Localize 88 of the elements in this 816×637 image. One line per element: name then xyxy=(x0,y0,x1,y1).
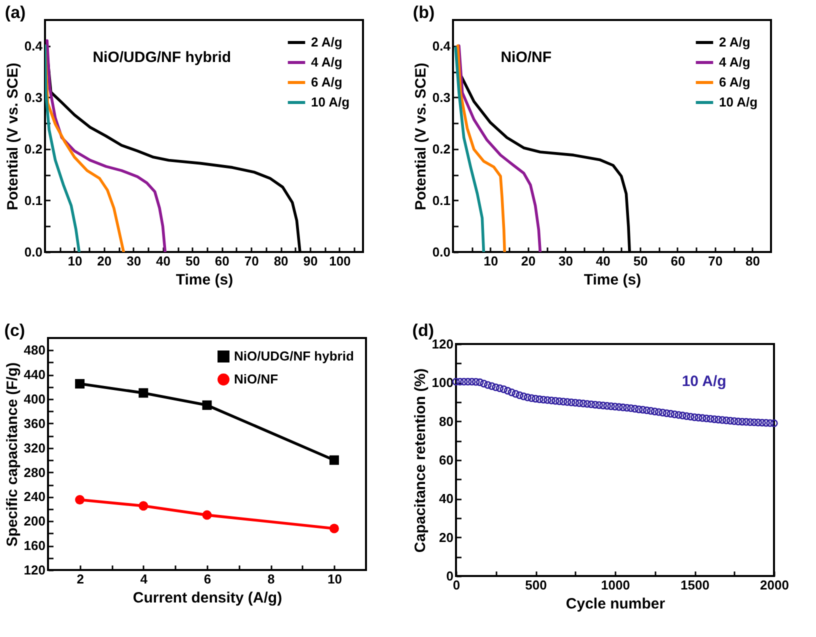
point xyxy=(75,379,85,389)
y-tick-label: 320 xyxy=(24,440,46,456)
x-tick-label: 10 xyxy=(484,254,498,268)
y-tick-label: 160 xyxy=(24,538,46,554)
point xyxy=(75,495,85,505)
legend-label: NiO/UDG/NF hybrid xyxy=(234,348,354,364)
x-tick-label: 1000 xyxy=(601,578,630,592)
y-tick-label: 0.2 xyxy=(24,141,42,156)
y-tick-label: 0.2 xyxy=(432,141,450,156)
y-tick-label: 360 xyxy=(24,416,46,431)
point xyxy=(202,510,212,520)
y-axis-title: Potential (V vs. SCE) xyxy=(412,62,430,210)
y-tick-label: 0.4 xyxy=(24,38,44,54)
x-tick-label: 4 xyxy=(140,572,148,586)
x-tick-label: 2 xyxy=(76,572,84,586)
x-tick-label: 50 xyxy=(185,254,200,268)
x-tick-label: 30 xyxy=(558,254,573,268)
x-axis-title: Cycle number xyxy=(566,596,666,612)
chart-title: (d) xyxy=(412,321,434,340)
y-tick-label: 0.3 xyxy=(432,90,450,105)
y-axis-title: Potential (V vs. SCE) xyxy=(4,62,22,210)
y-axis-title: Capacitance retention (%) xyxy=(412,368,429,553)
x-tick-label: 6 xyxy=(204,572,212,586)
point xyxy=(138,501,148,511)
chart-title: (b) xyxy=(412,3,435,22)
x-tick-label: 60 xyxy=(214,254,230,268)
y-tick-label: 0.4 xyxy=(432,38,452,54)
y-tick-label: 400 xyxy=(24,392,46,407)
y-tick-label: 440 xyxy=(24,367,46,382)
legend-label: 2 A/g xyxy=(719,34,750,50)
legend-label: 10 A/g xyxy=(311,94,350,110)
point xyxy=(138,388,148,398)
y-tick-label: 0.0 xyxy=(24,244,42,260)
y-tick-label: 240 xyxy=(24,489,46,504)
y-tick-label: 0.1 xyxy=(432,192,450,208)
y-tick-label: 280 xyxy=(24,464,46,480)
y-tick-label: 200 xyxy=(24,514,46,529)
y-tick-label: 0.0 xyxy=(432,244,450,260)
x-tick-label: 80 xyxy=(274,254,288,268)
x-tick-label: 90 xyxy=(303,254,318,268)
annotation: 10 A/g xyxy=(682,373,726,390)
annotation: NiO/NF xyxy=(500,49,552,66)
y-tick-label: 120 xyxy=(432,336,454,352)
legend-label: 4 A/g xyxy=(719,54,750,70)
y-tick-label: 100 xyxy=(432,375,454,390)
y-tick-label: 20 xyxy=(439,530,454,545)
y-tick-label: 60 xyxy=(439,452,454,468)
y-tick-label: 0.1 xyxy=(24,192,42,208)
legend-label: 6 A/g xyxy=(311,74,342,90)
chart-title: (a) xyxy=(4,3,26,22)
y-tick-label: 480 xyxy=(24,342,46,358)
annotation: NiO/UDG/NF hybrid xyxy=(92,49,232,66)
line-series xyxy=(454,46,486,252)
x-axis-title: Time (s) xyxy=(176,272,234,288)
x-tick-label: 1500 xyxy=(680,578,710,592)
x-tick-label: 2000 xyxy=(760,578,789,592)
x-tick-label: 8 xyxy=(267,572,275,586)
y-tick-label: 0.3 xyxy=(24,90,42,105)
point xyxy=(202,400,212,410)
x-tick-label: 500 xyxy=(525,578,547,592)
x-tick-label: 100 xyxy=(329,254,351,268)
chart-title: (c) xyxy=(4,321,26,340)
x-tick-label: 30 xyxy=(126,254,142,268)
legend-label: 4 A/g xyxy=(311,54,342,70)
x-tick-label: 40 xyxy=(596,254,610,268)
x-tick-label: 10 xyxy=(68,254,82,268)
point xyxy=(329,455,339,465)
line-series xyxy=(45,44,81,252)
x-tick-label: 20 xyxy=(97,254,112,268)
x-axis-title: Time (s) xyxy=(584,272,642,288)
x-tick-label: 70 xyxy=(244,254,259,268)
legend-label: 2 A/g xyxy=(311,34,342,50)
y-tick-label: 120 xyxy=(24,562,46,578)
x-tick-label: 40 xyxy=(156,254,171,268)
legend-label: 10 A/g xyxy=(719,94,758,110)
x-tick-label: 60 xyxy=(670,254,686,268)
y-tick-label: 80 xyxy=(439,414,454,429)
y-tick-label: 40 xyxy=(439,491,454,506)
x-tick-label: 50 xyxy=(633,254,648,268)
x-axis-title: Current density (A/g) xyxy=(132,590,282,606)
x-tick-label: 10 xyxy=(327,572,342,586)
x-tick-label: 80 xyxy=(746,254,760,268)
y-axis-title: Specific capacitance (F/g) xyxy=(4,362,21,547)
x-tick-label: 70 xyxy=(708,254,723,268)
point xyxy=(329,524,339,534)
x-tick-label: 20 xyxy=(521,254,536,268)
legend-label: NiO/NF xyxy=(234,372,278,386)
legend-label: 6 A/g xyxy=(719,74,750,90)
